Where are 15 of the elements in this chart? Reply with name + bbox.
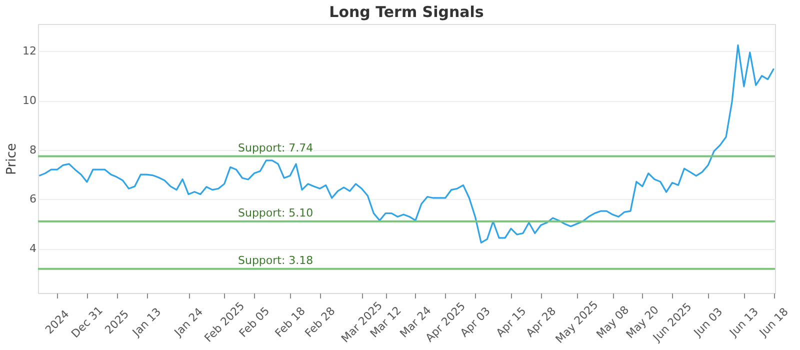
chart-title: Long Term Signals: [329, 3, 484, 21]
line-series: [38, 44, 775, 244]
y-tick-label: 4: [30, 242, 36, 256]
y-tick-label: 8: [30, 143, 36, 156]
y-axis-title: Price: [4, 143, 20, 175]
y-tick-label: 6: [30, 192, 36, 206]
x-tick-label: Jun 03: [690, 305, 726, 340]
x-tick-label: Dec 31: [68, 304, 106, 340]
y-tick-label: 10: [22, 94, 36, 108]
x-tick-label: Jan 24: [171, 305, 206, 340]
x-tick-label: Jan 13: [129, 305, 164, 340]
y-tick-label: 12: [22, 44, 36, 58]
ref-line-label: Support: 3.18: [238, 254, 314, 267]
ref-line-label: Support: 7.74: [238, 141, 314, 154]
ref-line-label: Support: 5.10: [238, 206, 314, 220]
